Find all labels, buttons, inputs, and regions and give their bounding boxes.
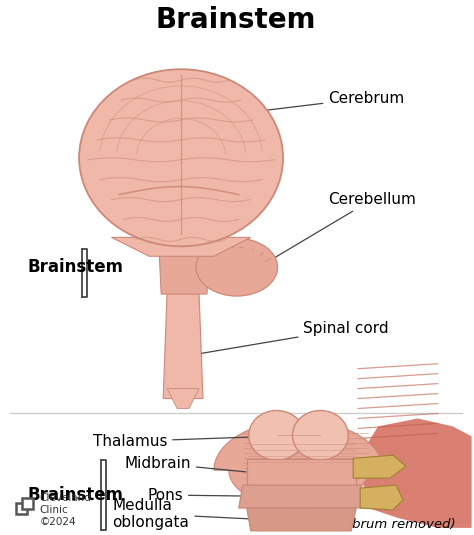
Text: Cerebrum: Cerebrum — [229, 90, 405, 114]
Polygon shape — [239, 485, 366, 508]
Text: Midbrain: Midbrain — [124, 456, 246, 472]
Polygon shape — [159, 251, 209, 294]
Text: Brainstem: Brainstem — [28, 486, 124, 504]
Polygon shape — [163, 291, 203, 399]
Text: Spinal cord: Spinal cord — [202, 322, 389, 353]
Polygon shape — [360, 485, 403, 510]
Polygon shape — [214, 421, 383, 508]
Text: Thalamus: Thalamus — [92, 434, 296, 449]
Polygon shape — [167, 388, 199, 409]
Text: (Cerebrum removed): (Cerebrum removed) — [316, 518, 456, 531]
Text: Brainstem: Brainstem — [28, 258, 124, 276]
Text: Medulla
oblongata: Medulla oblongata — [112, 498, 248, 530]
Text: Cleveland
Clinic
©2024: Cleveland Clinic ©2024 — [40, 493, 91, 526]
Polygon shape — [247, 508, 356, 531]
Ellipse shape — [292, 410, 348, 460]
Ellipse shape — [79, 69, 283, 246]
Text: Cerebellum: Cerebellum — [266, 192, 416, 263]
Polygon shape — [358, 418, 472, 528]
FancyBboxPatch shape — [16, 503, 27, 514]
Text: Brainstem: Brainstem — [155, 6, 316, 34]
Ellipse shape — [249, 410, 304, 460]
FancyBboxPatch shape — [22, 498, 33, 509]
Ellipse shape — [196, 239, 278, 296]
Polygon shape — [111, 238, 251, 256]
Polygon shape — [353, 455, 406, 478]
Text: Pons: Pons — [147, 487, 244, 502]
Polygon shape — [247, 459, 356, 485]
